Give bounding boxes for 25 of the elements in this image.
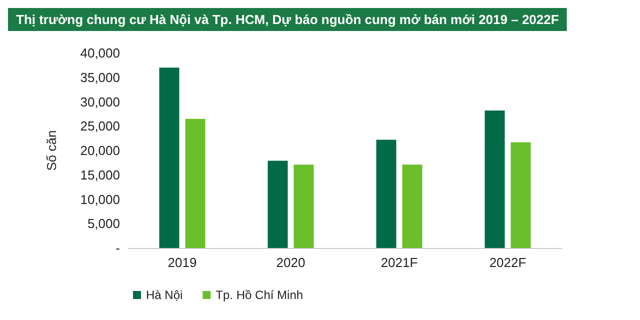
y-tick-label: 20,000 xyxy=(80,143,120,158)
y-tick-label: 35,000 xyxy=(80,70,120,85)
y-axis-title: Số căn xyxy=(44,130,59,171)
y-tick-label: 25,000 xyxy=(80,118,120,134)
y-tick-label: 5,000 xyxy=(87,216,120,232)
chart-title: Thị trường chung cư Hà Nội và Tp. HCM, Dự báo nguồn cung mở bán mới 2019 – 2022F xyxy=(16,12,559,27)
y-tick-label: 40,000 xyxy=(80,46,120,60)
x-tick-label: 2021F xyxy=(380,255,418,270)
x-tick-label: 2019 xyxy=(168,255,197,270)
y-tick-label: - xyxy=(116,240,120,256)
x-tick-label: 2022F xyxy=(489,255,526,270)
bar xyxy=(510,142,531,248)
legend-label: Hà Nội xyxy=(146,288,183,302)
y-tick-label: 30,000 xyxy=(80,94,120,110)
bar xyxy=(484,110,505,248)
bar xyxy=(268,160,288,248)
y-tick-label: 10,000 xyxy=(80,192,120,207)
x-tick-label: 2020 xyxy=(276,255,306,270)
bar xyxy=(159,68,180,248)
bar xyxy=(294,164,314,248)
bar xyxy=(376,140,396,248)
y-tick-label: 15,000 xyxy=(80,167,120,182)
bar xyxy=(402,164,422,248)
bar xyxy=(185,118,206,248)
legend-label: Tp. Hồ Chí Minh xyxy=(216,288,304,302)
